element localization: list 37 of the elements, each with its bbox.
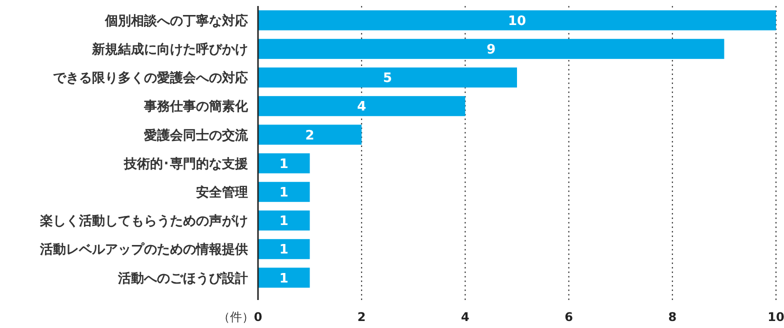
- bar: [258, 182, 310, 202]
- y-tick-label: 個別相談への丁寧な対応: [104, 12, 248, 29]
- x-tick-label: 0: [254, 310, 262, 324]
- y-tick-label: 事務仕事の簡素化: [143, 98, 249, 115]
- bar: [258, 268, 310, 288]
- data-label: 10: [508, 14, 526, 29]
- y-tick-label: 技術的･専門的な支援: [123, 156, 248, 172]
- data-label: 2: [305, 128, 314, 144]
- bar: [258, 96, 466, 116]
- x-tick-label: 2: [357, 310, 366, 324]
- bar: [258, 124, 362, 145]
- x-tick-label: 8: [668, 310, 677, 324]
- y-tick-label: 楽しく活動してもらうための声がけ: [39, 214, 248, 230]
- data-label: 1: [279, 185, 288, 200]
- data-label: 5: [382, 71, 392, 86]
- y-tick-label: 安全管理: [196, 184, 248, 200]
- data-label: 9: [486, 42, 496, 58]
- data-label: 1: [279, 214, 288, 230]
- data-label: 1: [279, 242, 288, 258]
- y-tick-label: 新規結成に向けた呼びかけ: [91, 41, 248, 58]
- x-tick-label: 6: [564, 310, 573, 324]
- bar: [258, 210, 310, 231]
- x-tick-label: 4: [461, 310, 470, 324]
- data-label: 1: [279, 271, 288, 286]
- bar: [258, 153, 310, 174]
- bar: [258, 239, 310, 260]
- y-tick-label: 活動レベルアップのための情報提供: [39, 242, 248, 258]
- y-tick-label: できる限り多くの愛護会への対応: [53, 70, 248, 86]
- x-axis-title: （件）: [218, 310, 254, 324]
- bar: [258, 67, 517, 88]
- bar: [258, 38, 724, 59]
- x-tick-label: 10: [768, 310, 784, 324]
- bar: [258, 10, 776, 30]
- y-tick-label: 愛護会同士の交流: [144, 127, 249, 144]
- data-label: 4: [357, 100, 366, 115]
- y-tick-label: 活動へのごほうび設計: [117, 270, 248, 286]
- data-label: 1: [279, 156, 288, 172]
